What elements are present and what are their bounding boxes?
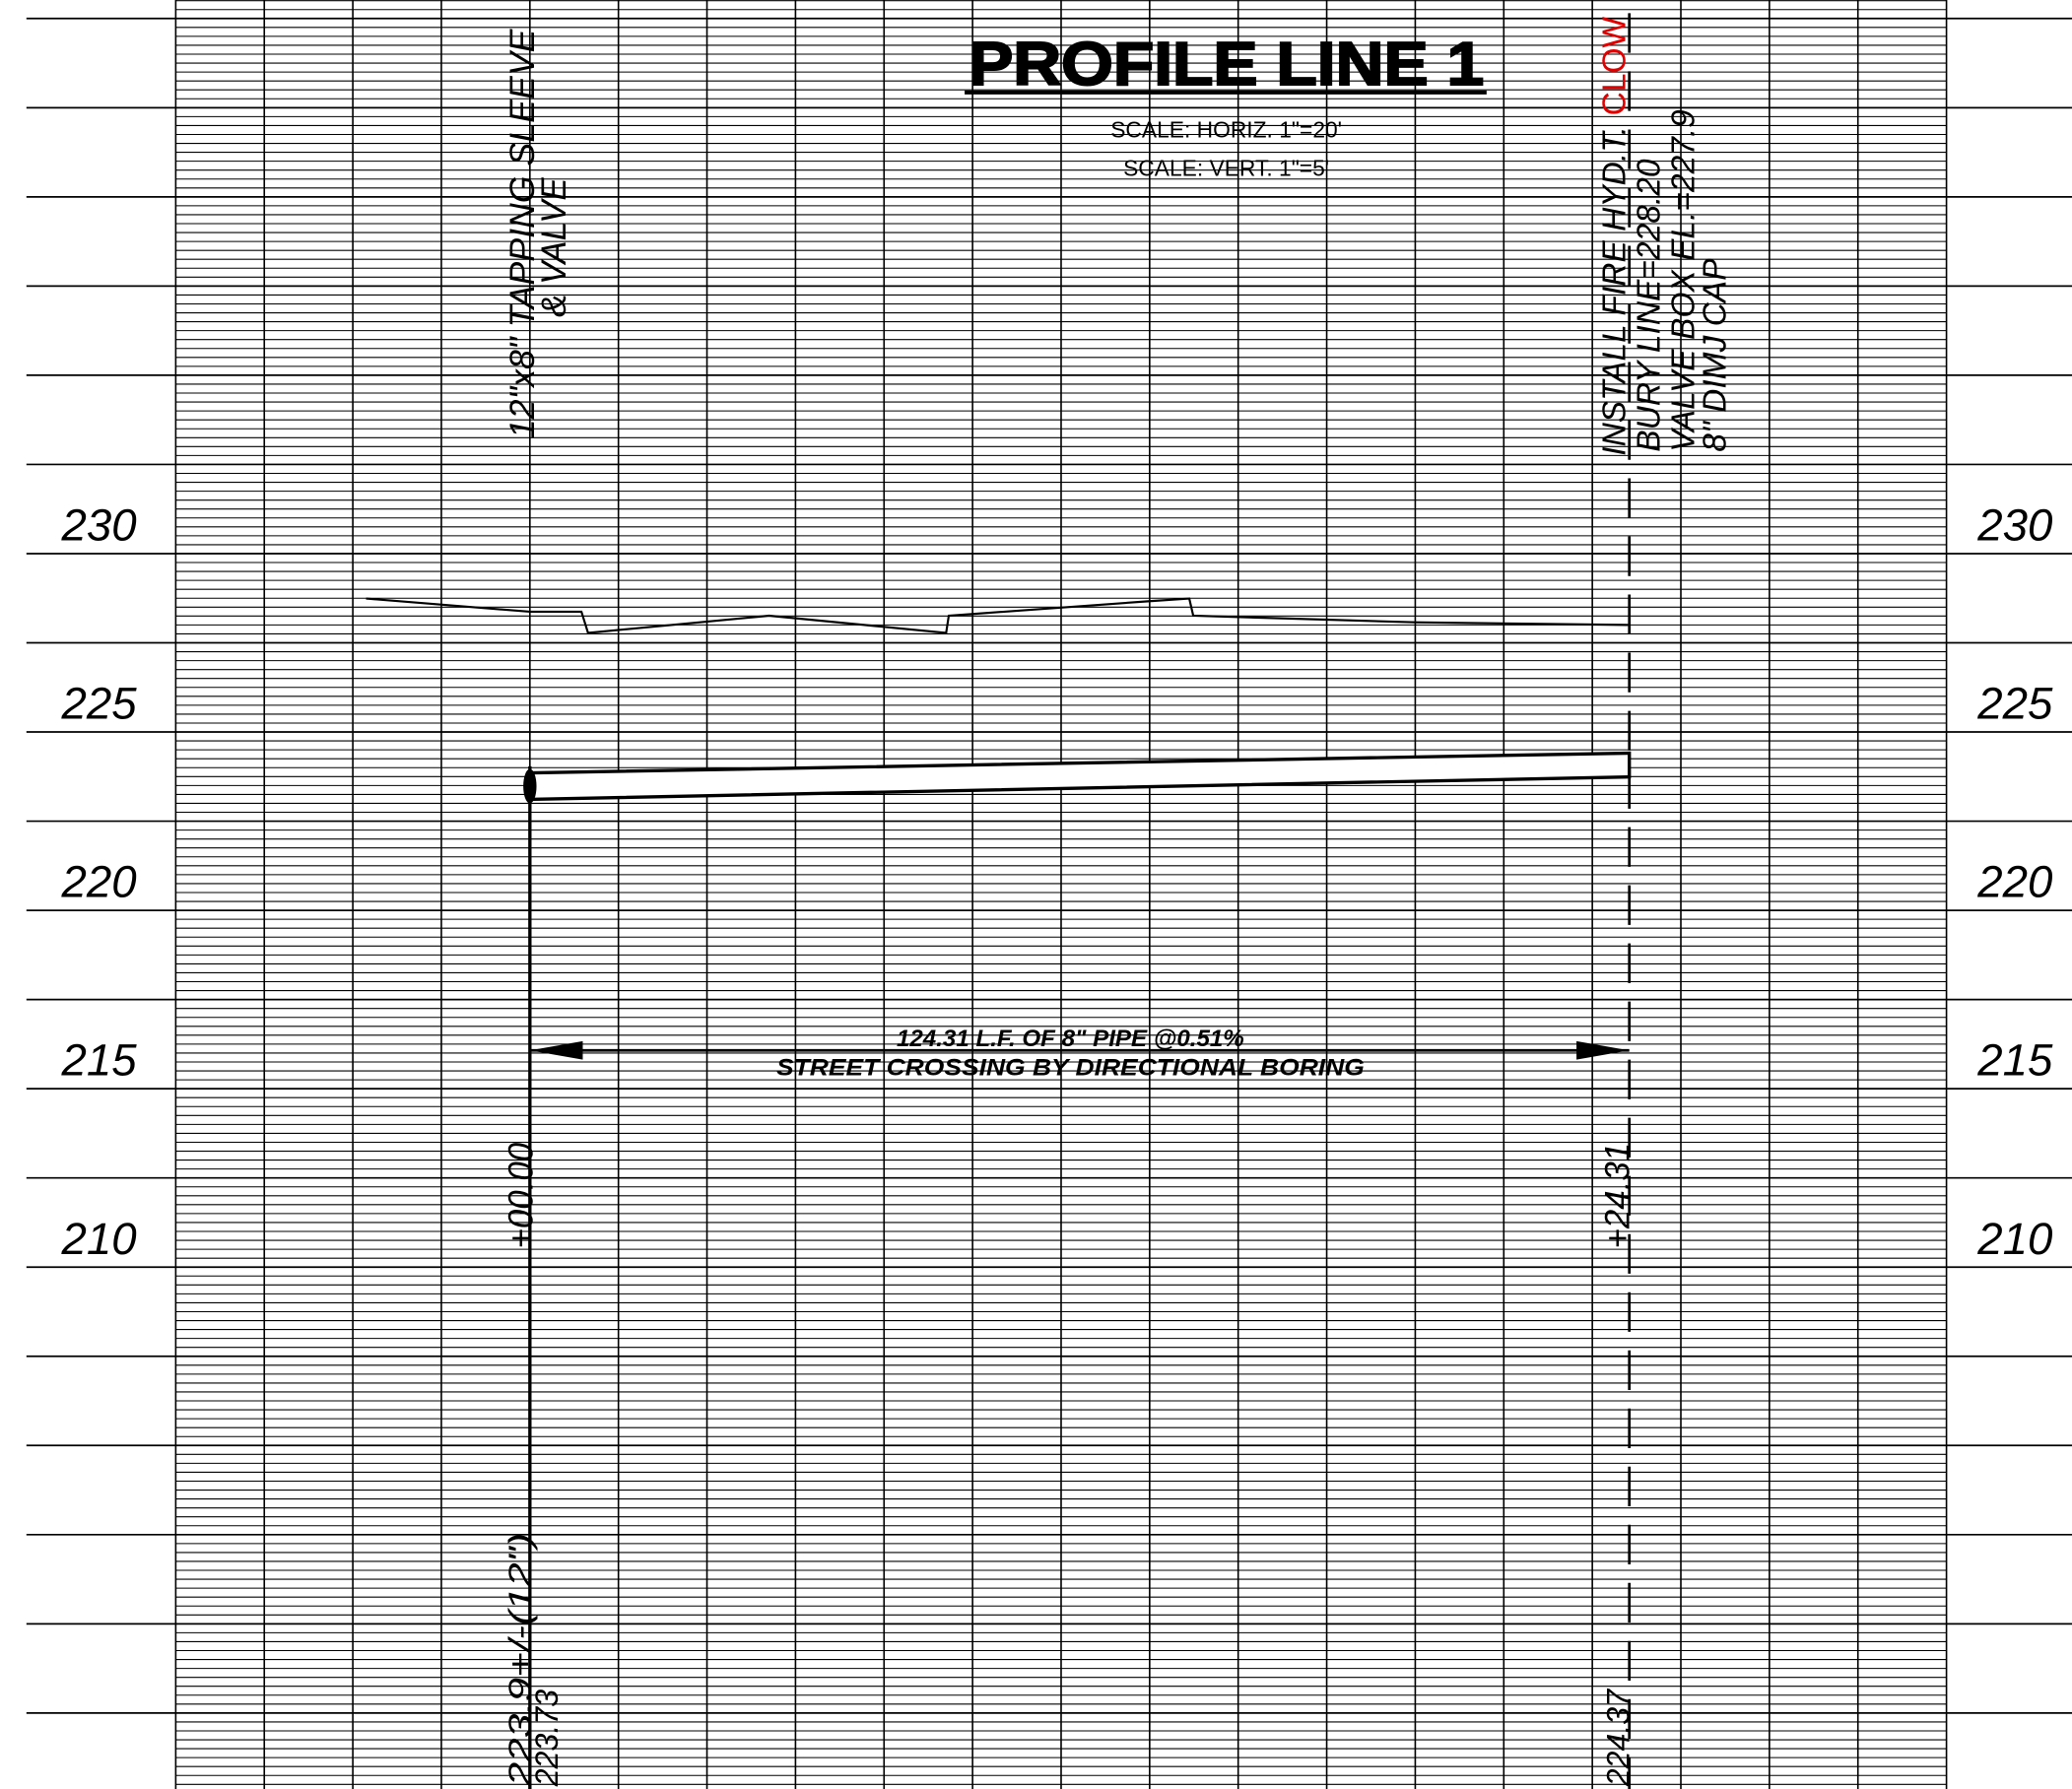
pipe-method-note: STREET CROSSING BY DIRECTIONAL BORING: [776, 1055, 1365, 1082]
start-elevation: 223.9+/-(12"): [502, 1533, 538, 1788]
hydrant-note-text: INSTALL FIRE HYD.T.: [1597, 126, 1634, 456]
hydrant-brand: CLOW: [1597, 16, 1634, 115]
elevation-label-right: 230: [1976, 500, 2052, 551]
ground-line: [366, 597, 1630, 634]
arrow-left: [529, 1040, 583, 1060]
scale-vertical: SCALE: VERT. 1"=5': [1123, 155, 1329, 180]
elevation-label-left: 215: [61, 1035, 138, 1086]
elevation-label-left: 225: [61, 679, 138, 729]
scale-horizontal: SCALE: HORIZ. 1"=20': [1110, 116, 1342, 142]
hydrant-note: INSTALL FIRE HYD.T. CLOW: [1597, 16, 1634, 455]
start-station: +00.00: [502, 1142, 541, 1248]
start-elevation: 223.73: [529, 1690, 565, 1788]
fitting-note: & VALVE: [535, 177, 573, 317]
fitting-note: 12"x8" TAPPING SLEEVE: [503, 29, 542, 439]
grid: [26, 0, 2072, 1789]
valve-box-note: VALVE BOX EL.=227.9: [1665, 109, 1702, 452]
pipe: [528, 751, 1632, 802]
end-station: +24.31: [1599, 1143, 1638, 1249]
elevation-label-left: 220: [61, 857, 137, 907]
end-elevation: 224.37: [1601, 1689, 1637, 1788]
arrow-right: [1576, 1040, 1630, 1060]
elevation-label-right: 225: [1976, 679, 2053, 729]
pipe-length-note: 124.31 L.F. OF 8" PIPE @0.51%: [897, 1026, 1244, 1052]
title: PROFILE LINE 1: [969, 31, 1484, 99]
elevation-label-right: 210: [1976, 1214, 2052, 1264]
tapping-sleeve: [523, 768, 537, 804]
elevation-label-left: 210: [61, 1214, 137, 1264]
elevation-label-left: 230: [61, 500, 137, 551]
cap-note: 8" DIMJ CAP: [1698, 258, 1734, 452]
bury-line-note: BURY LINE=228.20: [1632, 159, 1668, 452]
elevation-label-right: 220: [1976, 857, 2052, 907]
elevation-label-right: 215: [1976, 1035, 2053, 1086]
